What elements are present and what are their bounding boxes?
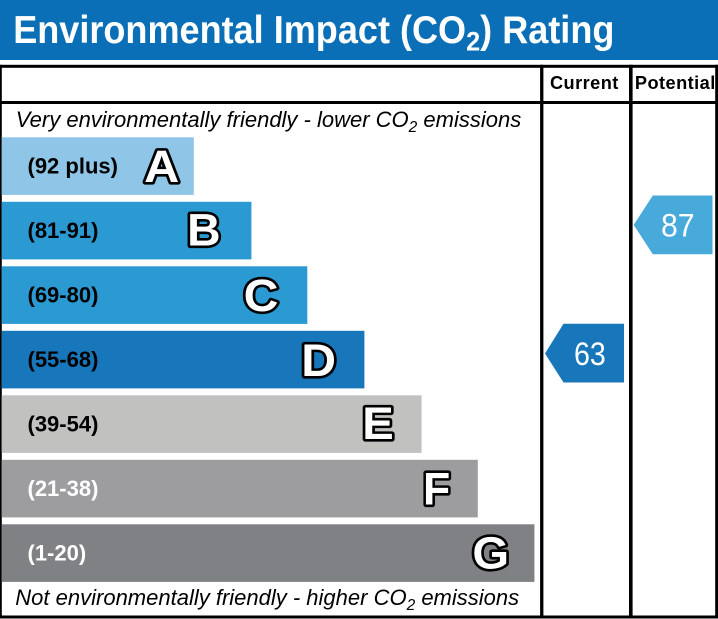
svg-text:Environmental Impact (CO2) Rat: Environmental Impact (CO2) Rating bbox=[13, 8, 614, 57]
svg-text:87: 87 bbox=[661, 207, 695, 243]
svg-text:A: A bbox=[144, 142, 179, 192]
svg-text:(39-54): (39-54) bbox=[28, 412, 99, 437]
svg-text:Potential: Potential bbox=[635, 73, 716, 93]
svg-text:(92 plus): (92 plus) bbox=[28, 154, 118, 179]
svg-text:E: E bbox=[362, 398, 394, 449]
svg-text:(55-68): (55-68) bbox=[28, 347, 99, 372]
svg-text:Very environmentally friendly: Very environmentally friendly - lower CO… bbox=[16, 107, 521, 136]
svg-text:(21-38): (21-38) bbox=[28, 476, 99, 501]
svg-text:D: D bbox=[301, 336, 336, 386]
svg-text:(81-91): (81-91) bbox=[28, 218, 99, 243]
svg-text:(69-80): (69-80) bbox=[28, 283, 99, 308]
svg-text:F: F bbox=[423, 464, 450, 514]
svg-text:63: 63 bbox=[574, 336, 606, 372]
svg-text:Not environmentally friendly -: Not environmentally friendly - higher CO… bbox=[15, 585, 519, 614]
svg-text:B: B bbox=[187, 205, 220, 255]
svg-text:Current: Current bbox=[550, 73, 619, 93]
svg-text:C: C bbox=[244, 271, 279, 321]
svg-text:G: G bbox=[472, 527, 509, 578]
svg-text:(1-20): (1-20) bbox=[28, 541, 87, 566]
